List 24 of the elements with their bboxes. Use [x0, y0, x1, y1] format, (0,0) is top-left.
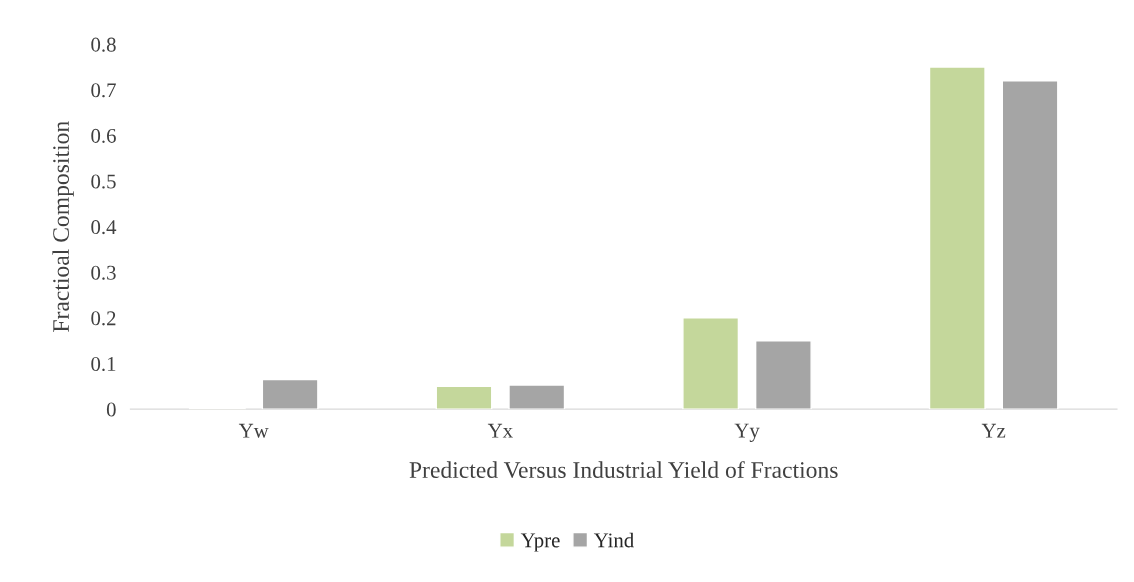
y-tick-label: 0.6 — [91, 128, 116, 143]
x-tick-label: Yx — [487, 423, 513, 438]
legend-label: Ypre — [520, 533, 560, 552]
y-tick-label: 0.2 — [91, 311, 116, 326]
bar — [261, 378, 319, 410]
y-axis-title: Fractioal Composition — [52, 121, 74, 332]
bar — [682, 317, 740, 410]
bar — [1001, 80, 1059, 410]
y-tick-label: 0.4 — [91, 220, 117, 235]
y-tick-label: 0.3 — [91, 265, 116, 280]
bar — [754, 340, 812, 410]
bar — [435, 385, 493, 410]
bar — [508, 384, 566, 410]
y-tick-label: 0.7 — [91, 83, 116, 98]
y-tick-label: 0.1 — [91, 356, 116, 372]
legend-label: Yind — [593, 532, 634, 548]
y-tick-label: 0.5 — [91, 174, 116, 189]
y-tick-label: 0.8 — [91, 37, 116, 52]
x-tick-label: Yy — [734, 423, 760, 442]
bar — [928, 66, 986, 410]
x-axis-title: Predicted Versus Industrial Yield of Fractions — [409, 461, 838, 479]
x-tick-label: Yw — [238, 423, 269, 438]
x-tick-label: Yz — [981, 423, 1006, 438]
y-tick-label: 0 — [106, 402, 116, 417]
